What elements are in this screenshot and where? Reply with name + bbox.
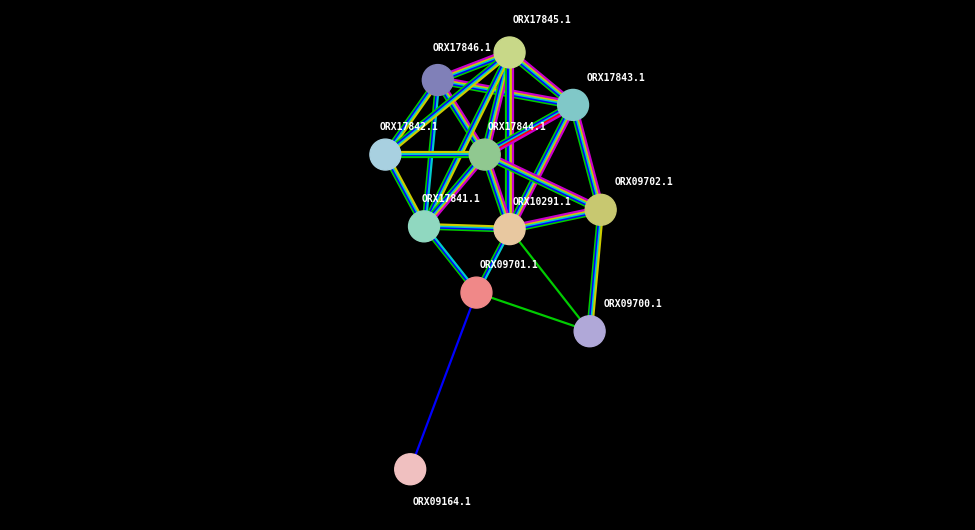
Text: ORX17844.1: ORX17844.1: [488, 122, 546, 132]
Circle shape: [461, 277, 492, 308]
Circle shape: [574, 316, 605, 347]
Circle shape: [409, 211, 440, 242]
Text: ORX10291.1: ORX10291.1: [512, 197, 571, 207]
Circle shape: [370, 139, 401, 170]
Text: ORX17841.1: ORX17841.1: [421, 194, 480, 204]
Text: ORX17845.1: ORX17845.1: [512, 15, 571, 25]
Text: ORX17843.1: ORX17843.1: [587, 73, 645, 83]
Circle shape: [585, 195, 616, 225]
Text: ORX17846.1: ORX17846.1: [432, 43, 491, 53]
Text: ORX17842.1: ORX17842.1: [380, 122, 439, 132]
Circle shape: [494, 37, 526, 68]
Circle shape: [422, 65, 453, 95]
Text: ORX09701.1: ORX09701.1: [480, 260, 538, 270]
Text: ORX09164.1: ORX09164.1: [413, 497, 472, 507]
Text: ORX09702.1: ORX09702.1: [614, 177, 673, 187]
Circle shape: [395, 454, 426, 485]
Circle shape: [494, 214, 526, 244]
Circle shape: [469, 139, 500, 170]
Circle shape: [558, 90, 589, 120]
Text: ORX09700.1: ORX09700.1: [604, 298, 662, 308]
